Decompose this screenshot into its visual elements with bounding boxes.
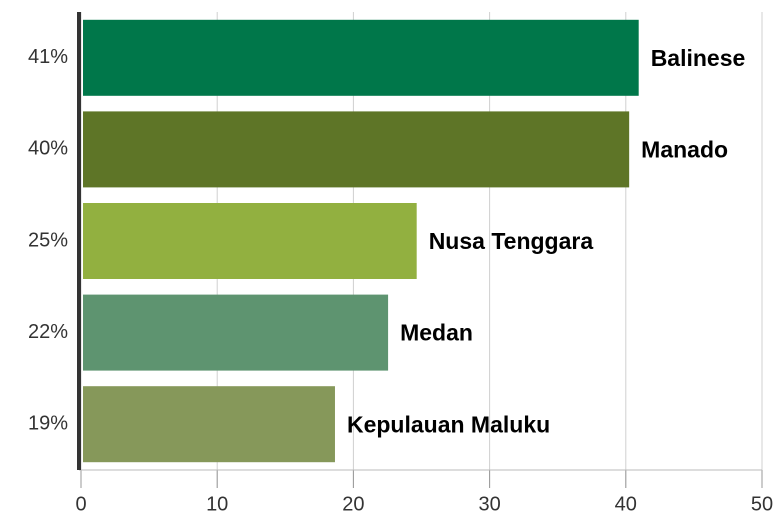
category-label: Medan [400,320,473,346]
category-label: Kepulauan Maluku [347,411,550,437]
category-label: Balinese [651,45,746,71]
value-label: 41% [28,46,68,68]
bar [83,386,335,463]
x-tick-label: 20 [342,493,364,515]
x-tick-label: 0 [75,493,86,515]
value-label: 40% [28,138,68,160]
value-label: 19% [28,412,68,434]
bar [83,19,639,96]
value-label: 22% [28,321,68,343]
x-tick-label: 30 [478,493,500,515]
value-label: 25% [28,229,68,251]
category-label: Manado [641,136,728,162]
x-tick-label: 50 [751,493,773,515]
x-tick-label: 40 [615,493,637,515]
x-tick-label: 10 [206,493,228,515]
bar [83,203,417,279]
bar [83,294,389,371]
bar [83,111,630,188]
category-label: Nusa Tenggara [429,228,594,254]
